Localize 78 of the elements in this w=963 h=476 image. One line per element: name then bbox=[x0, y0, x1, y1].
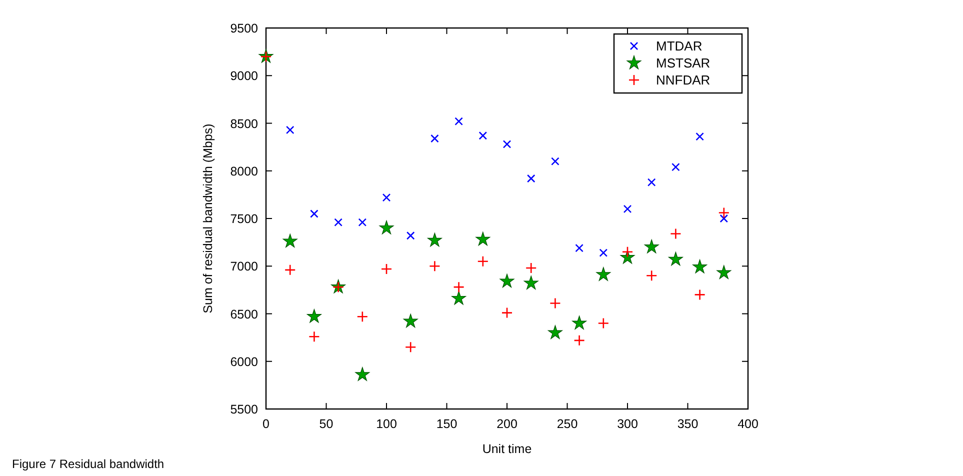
point bbox=[572, 316, 587, 330]
point bbox=[284, 264, 296, 276]
y-axis-title: Sum of residual bandwidth (Mbps) bbox=[201, 124, 215, 314]
y-tick-label: 8500 bbox=[230, 116, 258, 131]
point bbox=[647, 178, 656, 186]
point bbox=[501, 307, 513, 318]
point bbox=[476, 232, 490, 246]
point bbox=[502, 140, 512, 148]
x-tick-label: 200 bbox=[496, 417, 518, 431]
y-tick-label: 6500 bbox=[230, 307, 258, 322]
x-tick-label: 150 bbox=[436, 417, 458, 431]
y-tick-label: 6000 bbox=[230, 354, 258, 369]
point bbox=[620, 250, 635, 264]
point bbox=[477, 256, 489, 268]
point bbox=[356, 310, 368, 322]
legend-label: MSTSAR bbox=[656, 56, 710, 70]
point bbox=[644, 239, 659, 254]
point bbox=[598, 318, 610, 329]
point bbox=[282, 234, 298, 248]
point bbox=[406, 231, 415, 240]
point bbox=[548, 325, 562, 340]
point bbox=[358, 218, 367, 226]
point bbox=[599, 248, 608, 257]
point bbox=[575, 244, 584, 252]
y-tick-label: 9500 bbox=[230, 22, 258, 36]
y-tick-label: 5500 bbox=[230, 402, 258, 416]
x-tick-label: 0 bbox=[262, 417, 270, 431]
point bbox=[718, 207, 730, 218]
x-tick-label: 300 bbox=[617, 417, 638, 431]
point bbox=[308, 330, 320, 342]
point bbox=[286, 126, 294, 134]
point bbox=[716, 265, 732, 280]
caption: Figure 7 Residual bandwidth bbox=[12, 457, 164, 471]
point bbox=[452, 290, 466, 305]
point bbox=[670, 228, 682, 240]
point bbox=[720, 214, 728, 223]
point bbox=[551, 157, 560, 166]
x-tick-label: 50 bbox=[319, 417, 334, 431]
point bbox=[403, 314, 418, 328]
point bbox=[526, 174, 536, 183]
x-axis-title: Unit time bbox=[482, 442, 532, 456]
point bbox=[380, 263, 392, 275]
y-tick-label: 7500 bbox=[230, 212, 258, 226]
point bbox=[310, 210, 318, 218]
y-tick-label: 9000 bbox=[230, 69, 258, 84]
point bbox=[427, 232, 442, 247]
point bbox=[672, 162, 680, 172]
point bbox=[623, 204, 632, 214]
point bbox=[429, 260, 440, 272]
point bbox=[453, 281, 464, 293]
point bbox=[694, 289, 706, 300]
y-tick-label: 7000 bbox=[230, 260, 258, 274]
point bbox=[454, 117, 463, 126]
point bbox=[692, 259, 708, 274]
point bbox=[379, 220, 394, 234]
point bbox=[696, 132, 704, 141]
point bbox=[525, 262, 537, 274]
point bbox=[382, 193, 391, 202]
x-tick-label: 400 bbox=[738, 417, 758, 431]
x-tick-label: 250 bbox=[556, 417, 578, 431]
x-tick-label: 100 bbox=[376, 417, 397, 431]
point bbox=[668, 252, 683, 266]
point bbox=[306, 308, 322, 323]
point bbox=[478, 131, 488, 140]
point bbox=[334, 218, 342, 226]
x-tick-label: 350 bbox=[677, 417, 698, 431]
point bbox=[574, 334, 585, 346]
legend-label: MTDAR bbox=[656, 38, 702, 54]
point bbox=[550, 298, 561, 309]
point bbox=[524, 276, 538, 290]
legend-label: NNFDAR bbox=[656, 72, 710, 88]
point bbox=[404, 341, 416, 353]
point bbox=[500, 274, 514, 288]
point bbox=[596, 267, 611, 281]
point bbox=[430, 134, 439, 143]
point bbox=[355, 367, 370, 381]
point bbox=[646, 270, 658, 282]
y-tick-label: 8000 bbox=[230, 164, 258, 178]
